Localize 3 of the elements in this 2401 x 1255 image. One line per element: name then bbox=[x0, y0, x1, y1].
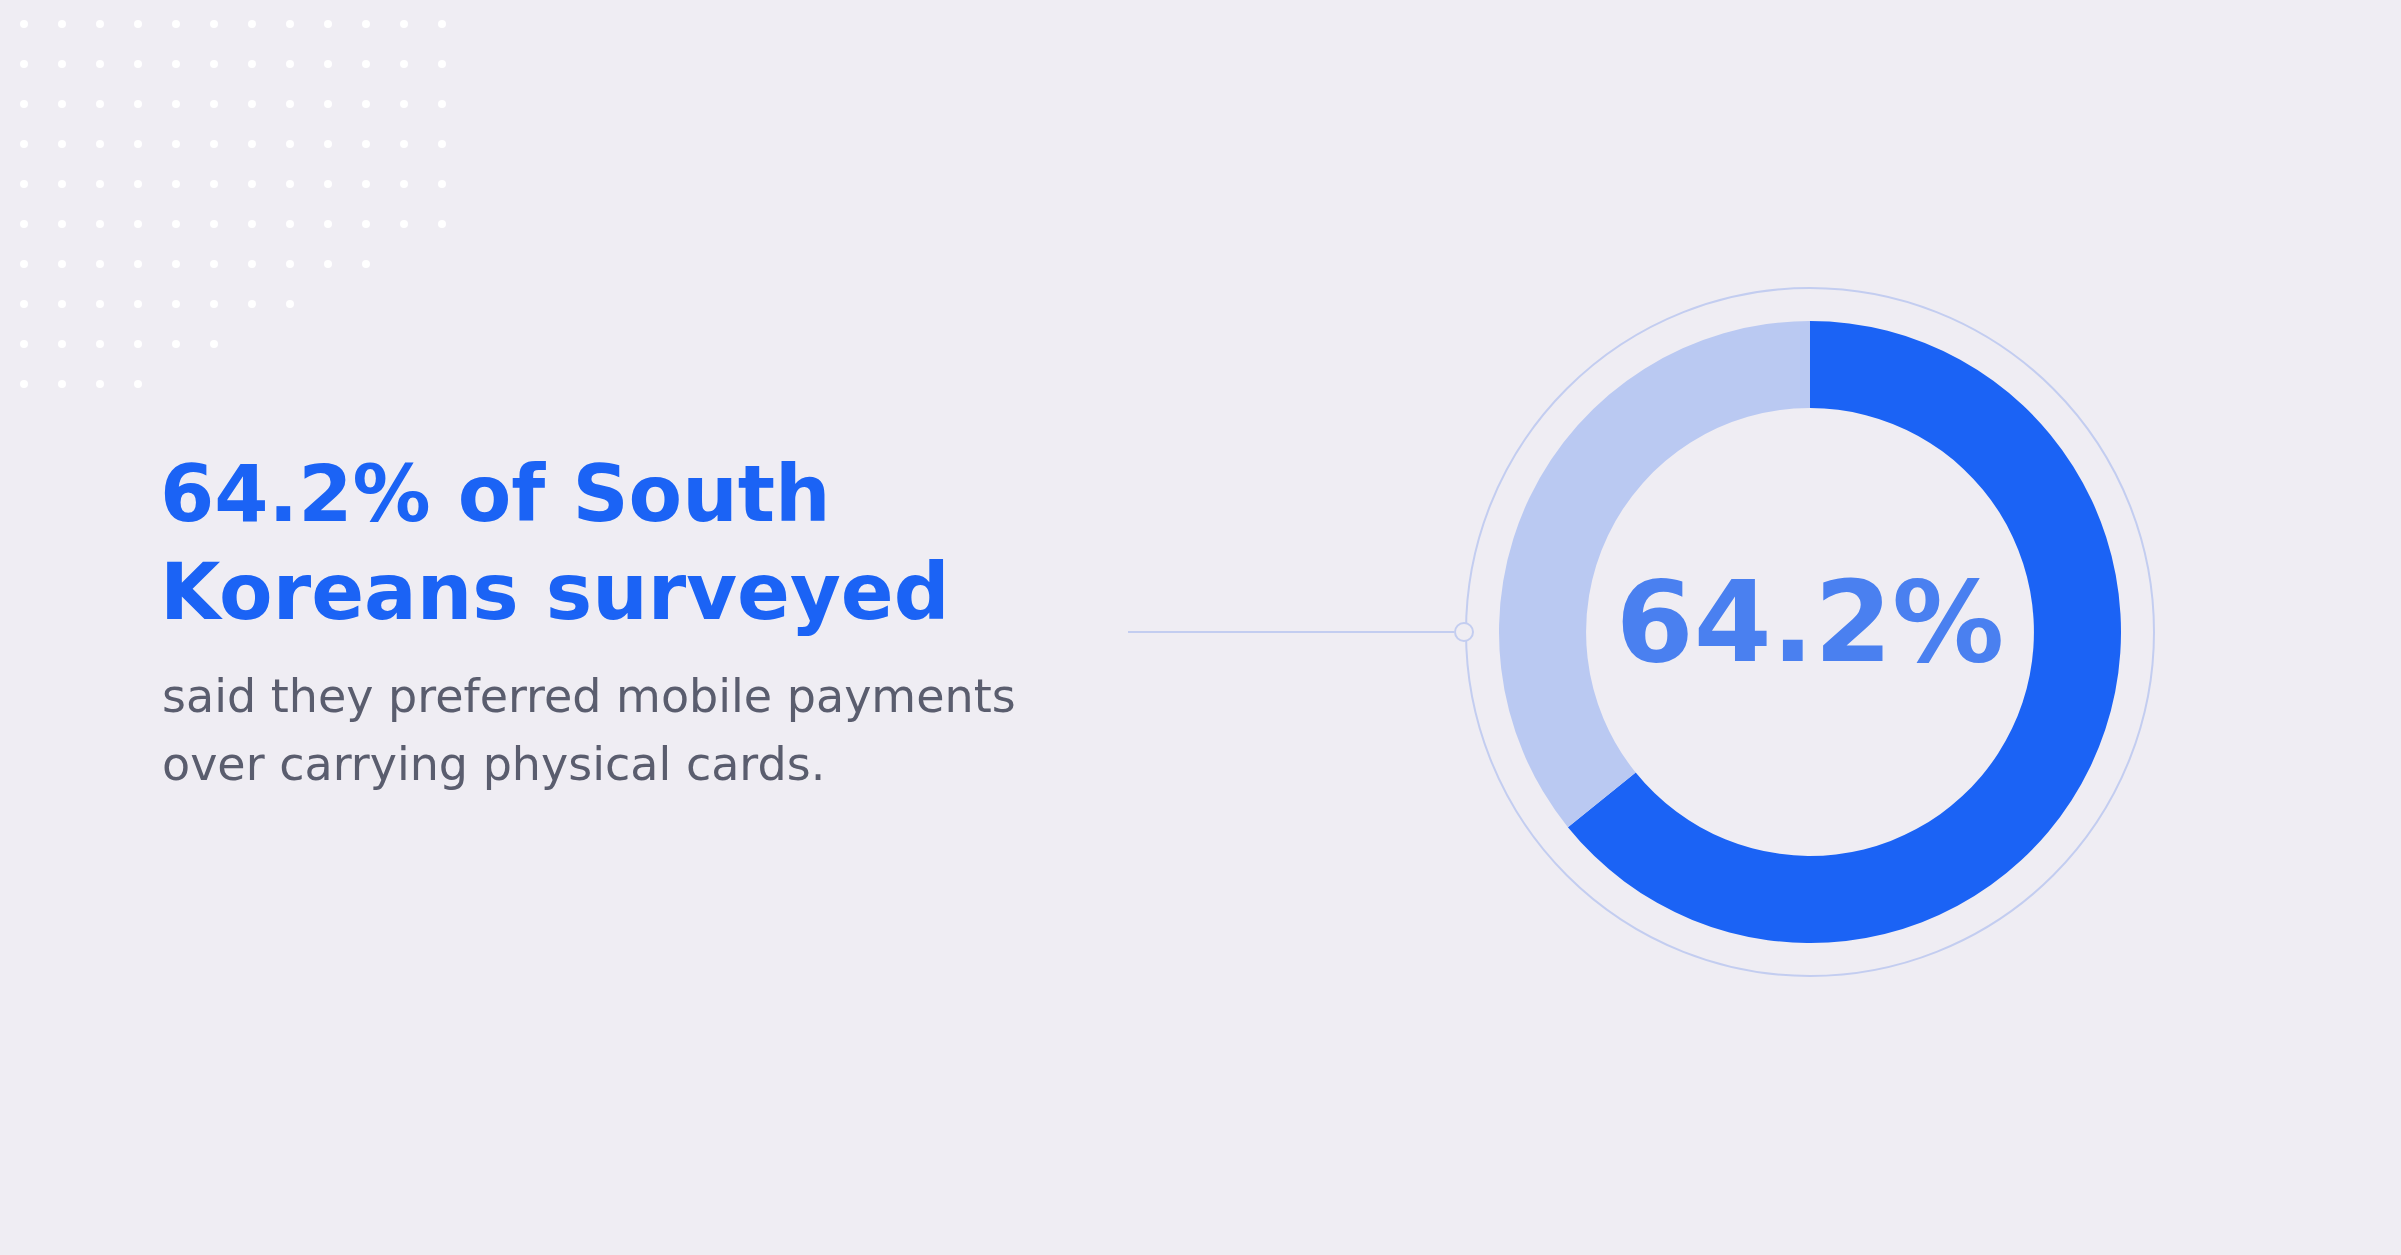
text: said they preferred mobile payments over carrying physical cards. bbox=[162, 668, 1017, 793]
data-label: 64.2% bbox=[1615, 557, 2005, 688]
text: 64.2% of South Koreans surveyed bbox=[160, 448, 951, 639]
